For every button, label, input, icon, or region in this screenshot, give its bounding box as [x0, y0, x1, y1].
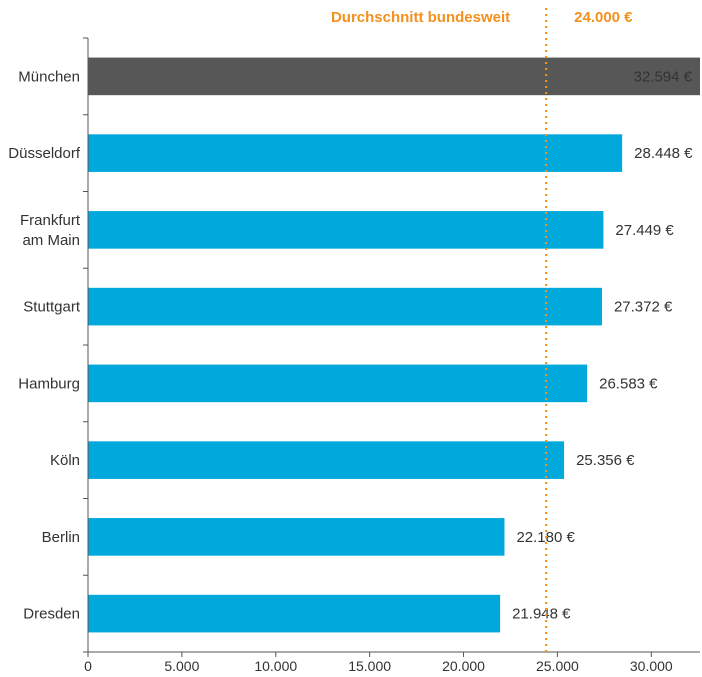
bar-0: [88, 57, 700, 96]
category-label: Stuttgart: [23, 299, 81, 316]
category-label: Düsseldorf: [8, 145, 81, 162]
reference-layer: Durchschnitt bundesweit 24.000 €: [331, 8, 633, 652]
x-tick-label: 20.000: [442, 658, 485, 674]
value-label: 28.448 €: [634, 145, 693, 162]
x-tick-label: 30.000: [630, 658, 673, 674]
bar-5: [88, 441, 565, 479]
category-label: Hamburg: [18, 375, 80, 392]
category-label: München: [18, 68, 80, 85]
axes: [83, 37, 700, 657]
labels-layer: 0 5.000 10.000 15.000 20.000 25.000 30.000 Münc…: [8, 68, 693, 674]
value-label: 27.372 €: [614, 299, 673, 316]
bars-layer: [88, 57, 700, 633]
x-tick-label: 10.000: [254, 658, 297, 674]
category-label: Berlin: [42, 529, 80, 546]
value-label: 25.356 €: [576, 452, 635, 469]
bar-6: [88, 518, 505, 556]
bar-4: [88, 364, 588, 403]
value-label: 27.449 €: [615, 222, 674, 239]
category-label: Frankfurt am Main: [20, 212, 81, 249]
bar-1: [88, 134, 623, 172]
bar-2: [88, 211, 604, 249]
reference-label: Durchschnitt bundesweit: [331, 9, 510, 26]
x-tick-label: 5.000: [164, 658, 199, 674]
bar-7: [88, 594, 501, 633]
bar-3: [88, 287, 602, 326]
reference-value-label: 24.000 €: [574, 9, 633, 26]
value-label: 32.594 €: [634, 68, 693, 85]
x-tick-label: 25.000: [536, 658, 579, 674]
category-label: Köln: [50, 452, 80, 469]
x-tick-label: 15.000: [348, 658, 391, 674]
value-label: 21.948 €: [512, 606, 571, 623]
x-tick-label: 0: [84, 658, 92, 674]
value-label: 26.583 €: [599, 375, 658, 392]
category-label: Dresden: [23, 606, 80, 623]
